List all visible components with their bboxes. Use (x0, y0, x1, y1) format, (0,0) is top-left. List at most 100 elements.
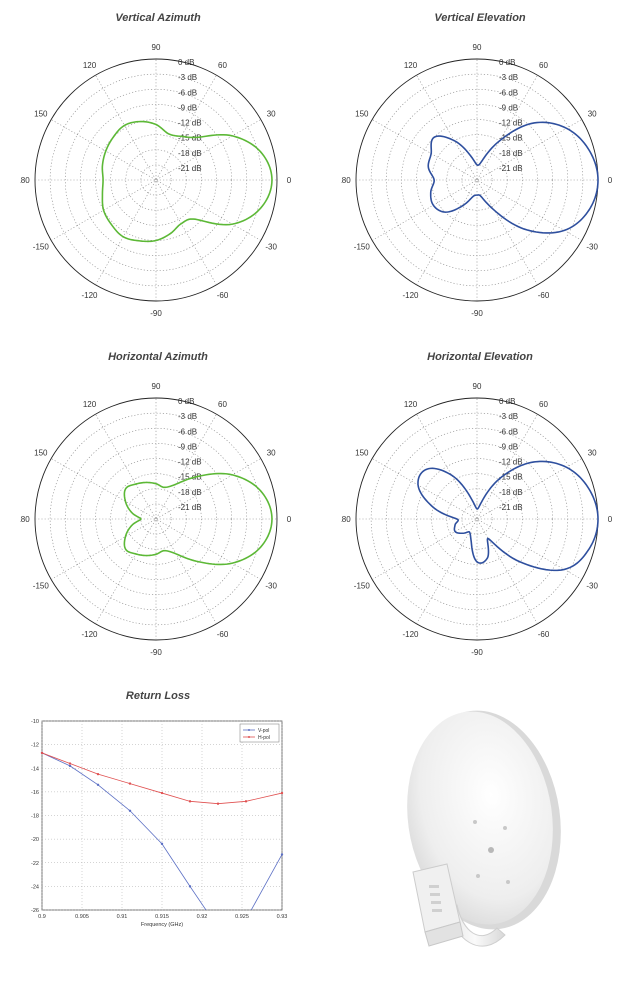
polar-ring-label: -12 dB (499, 119, 523, 128)
polar-ring (431, 134, 523, 226)
series-point-h-pol (68, 762, 72, 765)
polar-ring-label: -21 dB (178, 503, 202, 512)
x-tick-label: 0.91 (117, 914, 128, 920)
series-point-v-pol (96, 783, 100, 786)
polar-ring-label: -12 dB (499, 458, 523, 467)
y-tick-label: -26 (31, 908, 39, 914)
polar-ring-label: -9 dB (499, 442, 518, 451)
polar-angle-label: 90 (152, 382, 161, 391)
polar-ring (64, 427, 248, 611)
polar-ring-label: 0 dB (178, 58, 194, 67)
y-tick-label: -10 (31, 719, 39, 725)
series-point-h-pol (128, 782, 132, 785)
polar-angle-label: -150 (354, 243, 371, 252)
polar-angle-label: 30 (267, 110, 276, 119)
y-tick-label: -12 (31, 743, 39, 749)
polar-ring (385, 88, 569, 272)
polar-ring-label: -6 dB (499, 88, 518, 97)
polar-spoke (51, 119, 261, 241)
series-point-h-pol (216, 802, 220, 805)
polar-angle-label: 0 (608, 515, 613, 524)
polar-angle-label: -60 (217, 291, 229, 300)
series-point-h-pol (280, 791, 284, 795)
chart-title-vertical-elevation: Vertical Elevation (434, 12, 526, 24)
polar-angle-label: 120 (404, 61, 418, 70)
x-tick-label: 0.915 (155, 914, 169, 920)
polar-spoke (416, 414, 538, 624)
polar-ring (385, 427, 569, 611)
chart-title-return-loss: Return Loss (125, 690, 191, 702)
polar-angle-label: 0 (287, 176, 292, 185)
polar-ring-label: -15 dB (499, 134, 523, 143)
polar-angle-label: -90 (150, 309, 162, 318)
polar-pattern-curve (427, 121, 599, 234)
polar-angle-label: -30 (586, 582, 598, 591)
polar-ring-label: -21 dB (499, 503, 523, 512)
series-point-v-pol (280, 853, 284, 856)
polar-ring (431, 473, 523, 565)
polar-angle-label: 30 (588, 110, 597, 119)
polar-angle-label: 180 (341, 176, 351, 185)
polar-angle-label: -90 (471, 309, 483, 318)
polar-ring-label: -3 dB (178, 73, 197, 82)
polar-spoke (95, 75, 217, 285)
polar-angle-label: 150 (355, 449, 369, 458)
series-point-v-pol (160, 842, 164, 846)
polar-spoke (372, 119, 582, 241)
polar-ring-label: 0 dB (499, 58, 515, 67)
polar-angle-label: 150 (355, 110, 369, 119)
polar-angle-label: 150 (34, 110, 48, 119)
polar-spoke (95, 75, 217, 285)
polar-angle-label: -60 (538, 291, 550, 300)
polar-ring-label: -15 dB (499, 473, 523, 482)
polar-spoke (51, 458, 261, 580)
polar-angle-label: -90 (150, 648, 162, 657)
polar-angle-label: 60 (218, 400, 227, 409)
polar-ring-label: -6 dB (178, 427, 197, 436)
polar-angle-label: 30 (588, 449, 597, 458)
polar-spoke (51, 458, 261, 580)
polar-ring (95, 458, 217, 580)
polar-angle-label: 120 (83, 400, 97, 409)
series-point-h-pol (160, 791, 164, 795)
polar-pattern-curve (101, 120, 273, 243)
polar-angle-label: -120 (81, 291, 98, 300)
polar-angle-label: 120 (404, 400, 418, 409)
polar-pattern-curve (123, 472, 273, 566)
y-tick-label: -20 (31, 837, 39, 843)
polar-spoke (95, 414, 217, 624)
series-point-h-pol (96, 772, 100, 776)
polar-angle-label: 150 (34, 449, 48, 458)
polar-angle-label: -120 (81, 630, 98, 639)
legend-label: V-pol (258, 728, 269, 734)
polar-ring (416, 119, 538, 241)
polar-angle-label: -120 (402, 291, 419, 300)
y-tick-label: -24 (31, 884, 39, 890)
polar-ring-label: -18 dB (499, 149, 523, 158)
polar-angle-label: -30 (265, 243, 277, 252)
polar-angle-label: 30 (267, 449, 276, 458)
polar-angle-label: 90 (152, 43, 161, 52)
polar-ring (49, 412, 263, 626)
polar-ring (416, 458, 538, 580)
polar-ring-label: -15 dB (178, 473, 202, 482)
polar-ring-label: -3 dB (499, 412, 518, 421)
polar-ring (461, 503, 493, 535)
x-axis-label: Frequency (GHz) (141, 922, 183, 928)
antenna-product-photo (407, 710, 561, 947)
polar-ring-label: -3 dB (178, 412, 197, 421)
x-tick-label: 0.905 (75, 914, 89, 920)
polar-spoke (372, 458, 582, 580)
polar-spoke (95, 414, 217, 624)
polar-angle-label: -150 (33, 243, 50, 252)
polar-angle-label: 90 (473, 43, 482, 52)
polar-spoke (51, 119, 261, 241)
series-point-h-pol (244, 800, 248, 803)
polar-angle-label: 60 (539, 400, 548, 409)
polar-ring-label: -18 dB (499, 488, 523, 497)
polar-ring-label: -6 dB (499, 427, 518, 436)
polar-angle-label: 180 (20, 176, 30, 185)
polar-pattern-curve (417, 460, 599, 572)
polar-angle-label: -30 (586, 243, 598, 252)
polar-spoke (372, 458, 582, 580)
